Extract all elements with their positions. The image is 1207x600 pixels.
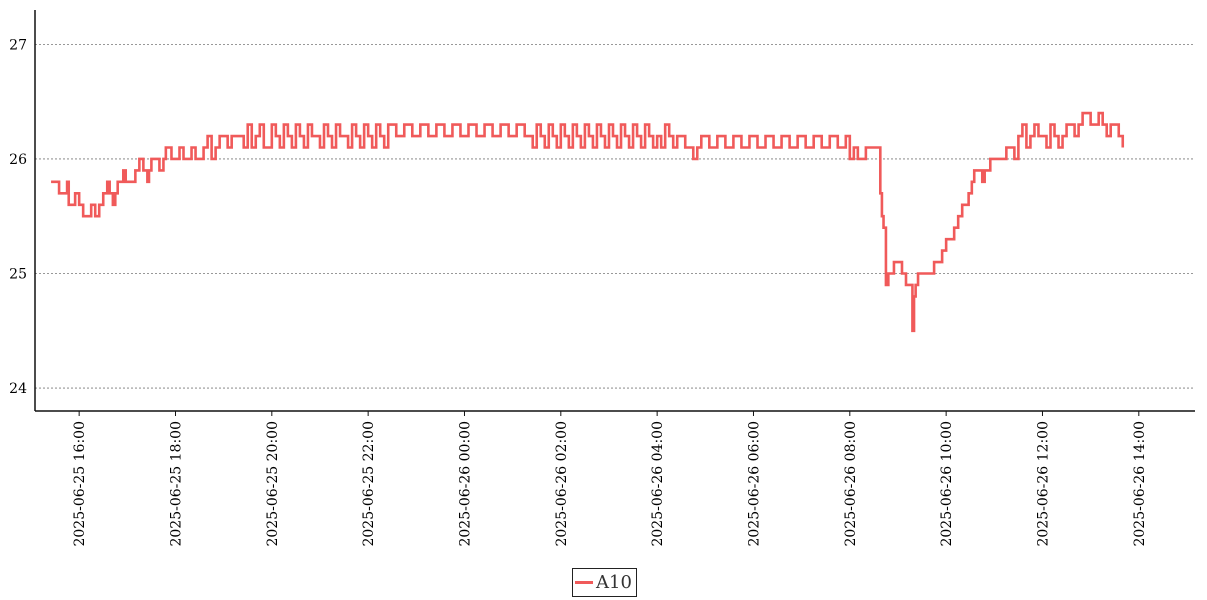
x-tick-label: 2025-06-25 18:00 bbox=[168, 421, 184, 547]
x-tick-label: 2025-06-25 22:00 bbox=[361, 421, 377, 547]
legend-label: A10 bbox=[596, 572, 632, 593]
x-axis-ticks: 2025-06-25 16:00 2025-06-25 18:00 2025-06-… bbox=[72, 411, 1148, 547]
series-line-a10 bbox=[51, 111, 1125, 333]
x-tick-label: 2025-06-26 02:00 bbox=[554, 421, 570, 547]
legend: A10 bbox=[572, 568, 637, 597]
x-tick-label: 2025-06-26 14:00 bbox=[1132, 421, 1148, 547]
x-tick-label: 2025-06-25 20:00 bbox=[265, 421, 281, 547]
y-tick-label: 27 bbox=[9, 37, 27, 53]
x-tick-label: 2025-06-25 16:00 bbox=[72, 421, 88, 547]
y-tick-label: 26 bbox=[9, 152, 27, 168]
y-axis-ticks: 24 25 26 27 bbox=[9, 37, 27, 397]
legend-swatch bbox=[575, 581, 593, 584]
x-tick-label: 2025-06-26 04:00 bbox=[650, 421, 666, 547]
x-tick-label: 2025-06-26 00:00 bbox=[457, 421, 473, 547]
y-tick-label: 24 bbox=[9, 381, 27, 397]
series-layer bbox=[51, 111, 1125, 333]
x-tick-label: 2025-06-26 08:00 bbox=[843, 421, 859, 547]
x-tick-label: 2025-06-26 12:00 bbox=[1035, 421, 1051, 547]
y-tick-label: 25 bbox=[9, 267, 27, 283]
x-tick-label: 2025-06-26 06:00 bbox=[746, 421, 762, 547]
gridlines bbox=[35, 43, 1195, 389]
x-tick-label: 2025-06-26 10:00 bbox=[939, 421, 955, 547]
